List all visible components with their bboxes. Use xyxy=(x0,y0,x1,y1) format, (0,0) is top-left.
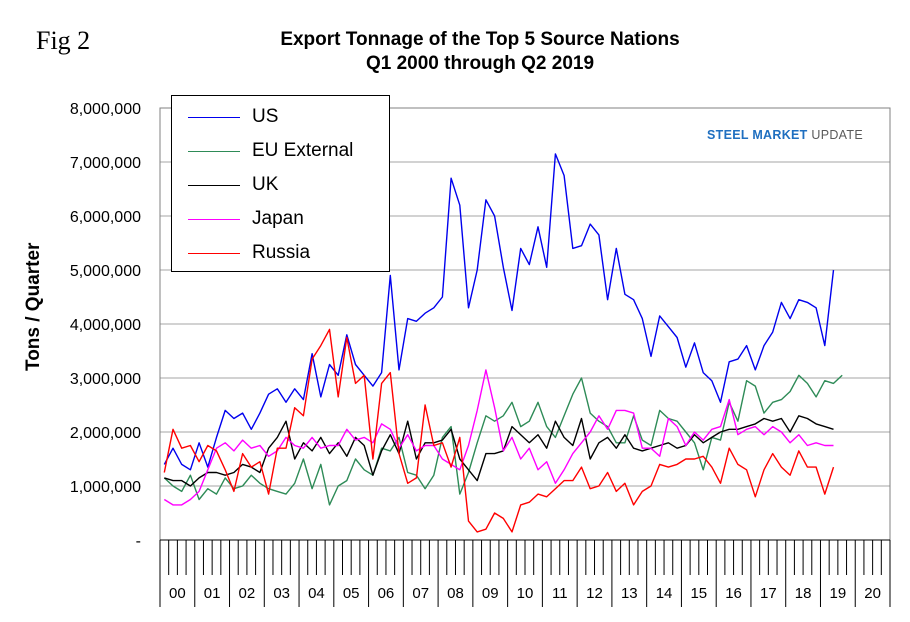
legend-label-eu-external: EU External xyxy=(252,140,354,161)
series-line-japan xyxy=(163,369,834,506)
y-axis-label: Tons / Quarter xyxy=(23,242,44,371)
legend-swatch-us xyxy=(188,116,240,118)
x-tick-label: 05 xyxy=(343,585,360,602)
chart-legend: US EU External UK Japan Russia xyxy=(171,95,390,272)
series-line-us xyxy=(163,153,835,471)
legend-label-us: US xyxy=(252,106,279,127)
x-tick-label: 01 xyxy=(204,585,221,602)
y-tick-label: 5,000,000 xyxy=(70,263,141,280)
x-tick-label: 06 xyxy=(378,585,395,602)
series-line-russia xyxy=(163,328,835,533)
x-tick-label: 03 xyxy=(273,585,290,602)
y-tick-label: - xyxy=(136,533,141,550)
chart-subtitle: Q1 2000 through Q2 2019 xyxy=(365,53,595,74)
legend-item-uk: UK xyxy=(172,170,278,200)
x-tick-label: 04 xyxy=(308,585,325,602)
y-tick-label: 1,000,000 xyxy=(70,479,141,496)
y-tick-label: 8,000,000 xyxy=(70,101,141,118)
y-tick-label: 4,000,000 xyxy=(70,317,141,334)
x-tick-label: 20 xyxy=(864,585,881,602)
x-tick-label: 02 xyxy=(239,585,256,602)
legend-item-japan: Japan xyxy=(172,204,304,234)
x-tick-label: 13 xyxy=(621,585,638,602)
y-tick-label: 7,000,000 xyxy=(70,155,141,172)
y-tick-label: 2,000,000 xyxy=(70,425,141,442)
legend-swatch-russia xyxy=(188,252,240,254)
chart-title: Export Tonnage of the Top 5 Source Natio… xyxy=(280,29,680,50)
x-tick-label: 15 xyxy=(690,585,707,602)
legend-item-us: US xyxy=(172,102,278,132)
x-tick-label: 00 xyxy=(169,585,186,602)
x-tick-label: 18 xyxy=(795,585,812,602)
legend-item-russia: Russia xyxy=(172,238,310,268)
x-tick-label: 17 xyxy=(760,585,777,602)
x-tick-label: 16 xyxy=(725,585,742,602)
x-tick-label: 08 xyxy=(447,585,464,602)
logo-text-secondary: UPDATE xyxy=(811,128,863,142)
legend-label-japan: Japan xyxy=(252,208,304,229)
figure-label: Fig 2 xyxy=(36,26,91,55)
legend-swatch-eu-external xyxy=(188,150,240,152)
legend-label-russia: Russia xyxy=(252,242,311,263)
legend-item-eu-external: EU External xyxy=(172,136,353,166)
series-line-uk xyxy=(164,415,834,487)
x-tick-label: 10 xyxy=(517,585,534,602)
steel-market-update-logo: STEEL MARKET UPDATE xyxy=(707,128,863,142)
x-tick-label: 09 xyxy=(482,585,499,602)
x-tick-label: 11 xyxy=(552,585,568,602)
x-tick-label: 12 xyxy=(586,585,603,602)
x-tick-label: 19 xyxy=(830,585,847,602)
legend-swatch-uk xyxy=(188,184,240,186)
legend-swatch-japan xyxy=(188,218,240,220)
logo-text-primary: STEEL MARKET xyxy=(707,128,808,142)
y-tick-label: 3,000,000 xyxy=(70,371,141,388)
x-tick-label: 14 xyxy=(656,585,673,602)
y-tick-label: 6,000,000 xyxy=(70,209,141,226)
x-tick-label: 07 xyxy=(412,585,429,602)
legend-label-uk: UK xyxy=(252,174,279,195)
